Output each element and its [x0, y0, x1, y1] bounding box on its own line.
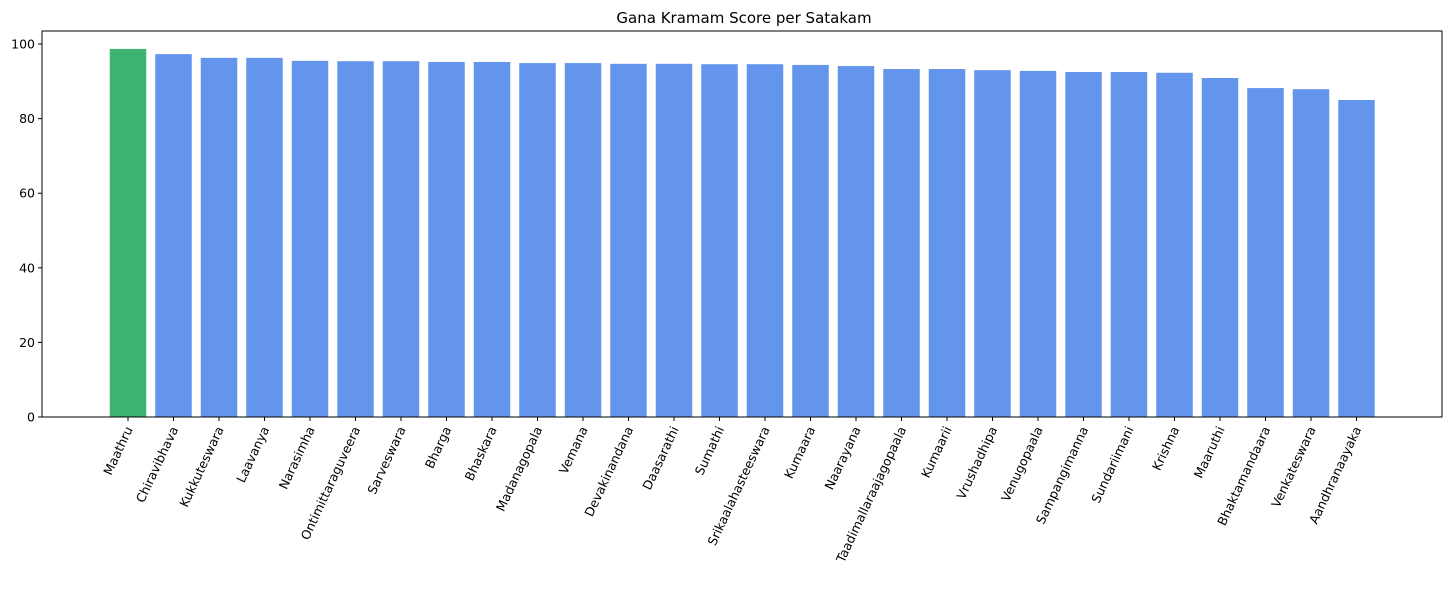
chart-title: Gana Kramam Score per Satakam — [616, 9, 871, 27]
x-tick-label: Venkateswara — [1268, 424, 1319, 510]
y-tick-label: 20 — [19, 335, 35, 350]
bar-taadimallaraajagopaala — [883, 69, 920, 417]
bar-naarayana — [837, 66, 875, 417]
x-tick-label: Vrushadhipa — [953, 424, 1000, 502]
bar-kumaara — [792, 64, 829, 417]
bar-aandhranaayaka — [1338, 100, 1375, 417]
bar-kumaarii — [928, 69, 966, 417]
x-tick-label: Vemana — [556, 424, 591, 476]
x-tick-label: Kumaarii — [918, 424, 955, 480]
bar-bhaskara — [473, 61, 511, 417]
x-tick-label: Kukkuteswara — [176, 424, 226, 509]
x-tick-label: Madanagopala — [493, 424, 545, 514]
bar-kukkuteswara — [200, 57, 238, 417]
plot-area: 0 20 40 60 80 100 MaathruChiravibhavaKukkutesw… — [11, 30, 1443, 566]
bar-venkateswara — [1292, 89, 1330, 418]
x-tick-label: Narasimha — [276, 424, 318, 492]
x-tick-label: Bhaskara — [462, 424, 500, 483]
bar-bhaktamandaara — [1247, 88, 1284, 417]
bar-venugopaala — [1019, 70, 1057, 417]
x-tick-label: Krishna — [1149, 424, 1182, 473]
bar-bharga — [428, 61, 465, 417]
x-tick-label: Maathru — [100, 424, 136, 477]
x-tick-label: Naarayana — [821, 424, 863, 492]
bar-vrushadhipa — [974, 70, 1011, 417]
bar-devakinandana — [610, 63, 647, 417]
bar-vemana — [564, 63, 602, 417]
y-tick-label: 40 — [19, 260, 35, 275]
bar-chiravibhava — [155, 54, 192, 418]
bar-srikaalahasteeswara — [746, 64, 784, 417]
y-tick-label: 60 — [19, 186, 35, 201]
x-tick-label: Bharga — [422, 424, 454, 471]
bar-sumathi — [701, 64, 738, 417]
x-tick-label: Sumathi — [692, 424, 728, 477]
bar-maathru — [109, 48, 147, 418]
x-tick-label: Sundariimani — [1088, 424, 1137, 505]
y-tick-label: 0 — [27, 410, 35, 425]
axes-frame — [41, 30, 1443, 418]
x-tick-label: Kumaara — [781, 424, 818, 481]
x-tick-label: Maaruthi — [1191, 424, 1228, 481]
x-tick-label: Sampangimanna — [1033, 424, 1091, 526]
y-tick-label: 100 — [11, 37, 35, 52]
bar-sundariimani — [1110, 72, 1148, 418]
bar-ontimittaraguveera — [337, 61, 374, 418]
bar-krishna — [1156, 72, 1193, 418]
bar-maaruthi — [1201, 77, 1239, 418]
x-tick-label: Devakinandana — [581, 424, 636, 519]
bar-sarveswara — [382, 61, 420, 418]
bar-narasimha — [291, 60, 329, 418]
bar-laavanya — [246, 57, 283, 417]
y-tick-label: 80 — [19, 111, 35, 126]
x-tick-label: Chiravibhava — [133, 424, 181, 505]
bar-sampangimanna — [1065, 72, 1102, 418]
x-tick-label: Daasarathi — [639, 424, 681, 492]
x-tick-label: Aandhranaayaka — [1306, 424, 1364, 526]
x-tick-label: Sarveswara — [364, 424, 408, 497]
bar-madanagopala — [519, 63, 556, 417]
x-tick-label: Venugopaala — [998, 424, 1046, 504]
bar-daasarathi — [655, 63, 693, 417]
x-tick-label: Laavanya — [233, 424, 272, 485]
